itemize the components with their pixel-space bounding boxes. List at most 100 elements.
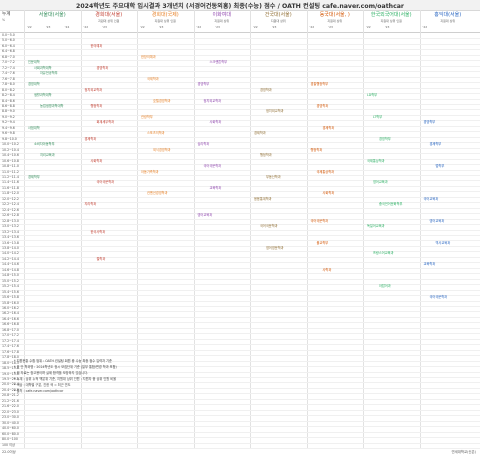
table-row: 100 이상 <box>0 443 480 449</box>
university-subheader: 지원대 상위 인원 <box>154 19 176 23</box>
table-row: 10.2~10.4 <box>0 148 480 155</box>
column-divider <box>137 10 138 448</box>
department-entry: 영어교육과 <box>373 180 388 185</box>
university-name: 이화여대 <box>212 12 231 18</box>
department-entry: 경영학부 <box>423 120 436 125</box>
year-band: '22 <box>253 25 258 29</box>
department-entry: 인문대학 <box>28 60 40 65</box>
year-band: '22 <box>366 25 371 29</box>
table-row: 15.2~15.4 <box>0 284 480 291</box>
department-entry: 중국언어문화학부 <box>379 202 403 207</box>
row-label: 7.2~7.4 <box>2 65 15 70</box>
department-entry: 자유전공학부 <box>40 71 58 76</box>
table-row: 13.8~14.0 <box>0 246 480 253</box>
footer-left: 22.0이상 <box>2 450 16 454</box>
title-bar: 2024학년도 주요대학 입시결과 3개년치 (서경어건동외홍) 최종(수능) … <box>0 0 480 11</box>
row-label: 8.8~9.0 <box>2 109 15 114</box>
university-name: 경희대(서울) <box>95 12 123 18</box>
department-entry: 행정학과 <box>90 103 103 108</box>
department-entry: 아동가족학과 <box>141 169 159 174</box>
table-row: 11.2~11.4 <box>0 175 480 182</box>
row-label: 60.0~80.0 <box>2 431 19 436</box>
department-entry: 불교학부 <box>316 240 329 245</box>
row-label: 16.0~16.2 <box>2 306 19 311</box>
row-label: 17.4~17.6 <box>2 344 19 349</box>
table-row: 17.0~17.2 <box>0 333 480 340</box>
year-band: '24 <box>64 25 70 29</box>
row-label: 9.8~10.0 <box>2 136 17 141</box>
department-entry: 철학과 <box>96 256 106 261</box>
row-label: 16.6~16.8 <box>2 322 19 327</box>
department-entry: 소비자아동학부 <box>34 142 55 147</box>
row-label: 20.4~20.8 <box>2 387 19 392</box>
department-entry: 관광학부 <box>141 114 153 119</box>
university-name: 경희대(국제) <box>151 12 179 18</box>
row-label: 21.2~21.6 <box>2 398 19 403</box>
row-label: 17.2~17.4 <box>2 338 19 343</box>
table-row: 12.8~13.0 <box>0 219 480 226</box>
column-divider <box>193 10 195 448</box>
note-line: * 위 자료는 참고용이며 실제 합격을 보장하지 않습니다. <box>14 371 89 375</box>
row-label: 7.0~7.2 <box>2 60 15 65</box>
table-row: 10.8~11.0 <box>0 164 480 171</box>
year-band: '23 <box>384 25 390 29</box>
department-entry: 경영학과 <box>260 87 272 92</box>
department-entry: 호텔경영학과 <box>153 98 171 103</box>
table-row: 10.6~10.8 <box>0 158 480 166</box>
table-row: 8.2~8.4 <box>0 93 480 100</box>
department-entry: 경영학부 <box>197 82 210 87</box>
year-band: '23 <box>158 25 164 29</box>
row-label: 7.6~7.8 <box>2 76 15 81</box>
column-divider <box>80 10 82 448</box>
table-row: 7.6~7.8 <box>0 76 480 84</box>
table-row: 40.0~60.0 <box>0 426 480 433</box>
table-row: 10.0~10.2 <box>0 142 480 149</box>
row-label: 12.6~12.8 <box>2 213 19 218</box>
row-label: 9.6~9.8 <box>2 131 15 136</box>
row-label: 12.0~12.2 <box>2 196 19 201</box>
table-row: 14.6~14.8 <box>0 268 480 275</box>
university-subheader: 지원대 상위 <box>327 19 343 23</box>
note-line: * 지원현황 수합 범위 : OATH 컨설팅 회원 중 수능 최종 점수 입력… <box>14 359 112 363</box>
table-row: 9.4~9.6 <box>0 126 480 133</box>
department-entry: 경제학과 <box>322 125 335 130</box>
table-row: 8.8~9.0 <box>0 109 480 116</box>
university-subheader: 지원대 상위 <box>440 19 456 23</box>
department-entry: 법학부 <box>435 164 445 169</box>
row-label: 11.8~12.0 <box>2 191 19 196</box>
table-row: 14.8~15.0 <box>0 273 480 280</box>
year-band: '23 <box>215 25 220 29</box>
university-header: 동국대(서울, ) 지원대 상위 '22 '23 <box>307 10 364 32</box>
university-subheader: 지원대 상위 인원 <box>98 19 120 23</box>
table-row: 15.8~16.0 <box>0 301 480 308</box>
table-row: 11.4~11.6 <box>0 180 480 187</box>
university-header: 이화여대 지원대 상위 '22 '23 <box>194 10 251 32</box>
university-header: 한국외국어대(서울) 지원대 상위 인원 '22 '23 <box>363 10 420 32</box>
department-entry: 한의예과 <box>90 43 103 48</box>
department-entry: 교육학과 <box>423 262 436 267</box>
department-entry: 경영학부 <box>379 136 391 141</box>
table-row: 6.4~6.8 <box>0 49 480 56</box>
table-row: 16.6~16.8 <box>0 322 480 329</box>
department-entry: 한국사학과 <box>90 229 106 234</box>
data-grid: 0.0~5.0 5.0~6.0 6.0~6.4 6.4~6.8 6.8~7.0 7.0~7… <box>0 33 480 449</box>
table-row: 7.2~7.4 <box>0 65 480 73</box>
table-row: 80.0~100 <box>0 437 480 444</box>
row-label: 30.0~40.0 <box>2 420 19 425</box>
row-label: 12.4~12.6 <box>2 207 19 212</box>
department-entry: 영어교육과 <box>429 218 445 223</box>
row-label: 17.0~17.2 <box>2 333 19 338</box>
row-label: 11.0~11.2 <box>2 169 19 174</box>
row-label: 14.8~15.0 <box>2 273 19 278</box>
department-entry: 경찰행정학부 <box>310 82 329 87</box>
row-label: 10.6~10.8 <box>2 158 19 163</box>
row-header-sub: % <box>2 18 6 22</box>
header-row: 누계 % 서울대(서울) '22'23'24 경희대(서울) 지원대 상위 인원 '22… <box>0 10 480 33</box>
department-entry: 컨벤션경영학과 <box>147 191 168 196</box>
department-entry: 프랑스어교육과 <box>373 251 394 256</box>
table-row: 17.2~17.4 <box>0 338 480 346</box>
row-label: 8.0~8.2 <box>2 87 15 92</box>
year-band: '22 <box>140 25 145 29</box>
row-label: 14.4~14.6 <box>2 262 19 267</box>
note-line: * 색상 : 대학별 구분, 진한 색 = 최근 연도 <box>14 383 71 387</box>
